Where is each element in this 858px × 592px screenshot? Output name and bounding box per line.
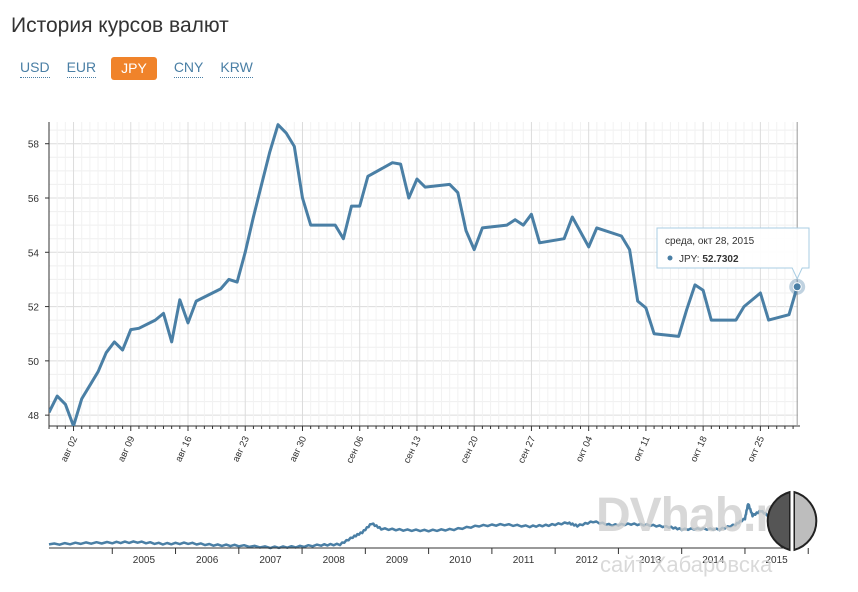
page-title: История курсов валют (11, 14, 229, 37)
navigator-tick-label: 2005 (133, 555, 156, 566)
y-axis: 48 50 52 54 56 58 (28, 122, 50, 426)
y-tick-label: 54 (28, 248, 40, 259)
y-tick-label: 48 (28, 411, 40, 422)
grid (48, 122, 798, 426)
tab-eur[interactable]: EUR (66, 59, 97, 78)
tab-usd[interactable]: USD (20, 59, 50, 78)
x-tick-label: окт 11 (632, 435, 653, 464)
navigator-tick-label: 2015 (765, 555, 788, 566)
y-tick-label: 56 (28, 194, 40, 205)
y-tick-label: 58 (28, 140, 40, 151)
navigator-tick-label: 2014 (702, 555, 725, 566)
navigator-tick-label: 2013 (639, 555, 662, 566)
navigator-x-axis: 2005 2006 2007 2008 2009 2010 2011 2012 2013 2014… (49, 547, 809, 566)
x-tick-label: авг 02 (59, 435, 80, 464)
navigator-series (48, 501, 800, 550)
navigator-tick-label: 2009 (386, 555, 409, 566)
watermark-subtitle: сайт Хабаровска (600, 552, 773, 577)
tooltip-series-name: JPY (679, 254, 698, 265)
x-axis: авг 02 авг 09 авг 16 авг 23 авг 30 сен 06 сен … (48, 425, 800, 465)
series-line-jpy (49, 123, 799, 426)
tooltip-date: среда, окт 28, 2015 (665, 236, 755, 247)
navigator-line-jpy (48, 501, 800, 550)
x-tick-label: окт 25 (746, 435, 767, 464)
tooltip-colon: : (697, 254, 703, 265)
x-tick-label: сен 13 (402, 435, 424, 465)
currency-tabs: USD EUR JPY CNY KRW (20, 57, 270, 80)
navigator-tick-label: 2012 (576, 555, 599, 566)
navigator-tick-label: 2010 (449, 555, 472, 566)
series-jpy (49, 123, 799, 426)
x-tick-label: сен 27 (516, 435, 538, 465)
tab-krw[interactable]: KRW (220, 59, 253, 78)
x-tick-label: окт 04 (574, 435, 595, 464)
y-tick-label: 50 (28, 357, 40, 368)
hover-point (792, 282, 802, 292)
tooltip-series-dot (667, 255, 673, 261)
tooltip-box (656, 227, 810, 280)
x-tick-label: окт 18 (688, 435, 709, 464)
navigator-chart[interactable]: 2005 2006 2007 2008 2009 2010 2011 2012 2013 2014… (0, 478, 858, 592)
navigator-tick-label: 2006 (196, 555, 219, 566)
watermark-logo-icon (766, 490, 818, 552)
navigator-tick-label: 2007 (259, 555, 282, 566)
x-tick-label: сен 06 (344, 435, 366, 465)
x-tick-label: авг 09 (116, 435, 137, 464)
tooltip-label: JPY: 52.7302 (679, 254, 739, 265)
tab-cny[interactable]: CNY (173, 59, 204, 78)
x-tick-label: сен 20 (459, 435, 481, 465)
navigator-tick-label: 2011 (513, 555, 535, 566)
tooltip: среда, окт 28, 2015 JPY: 52.7302 (656, 122, 810, 426)
tooltip-value: 52.7302 (702, 254, 739, 265)
x-tick-label: авг 16 (173, 435, 194, 464)
y-tick-label: 52 (28, 303, 40, 314)
navigator-tick-label: 2008 (323, 555, 346, 566)
tab-jpy[interactable]: JPY (111, 57, 157, 80)
x-tick-label: авг 30 (288, 435, 309, 464)
x-tick-label: авг 23 (231, 435, 252, 464)
